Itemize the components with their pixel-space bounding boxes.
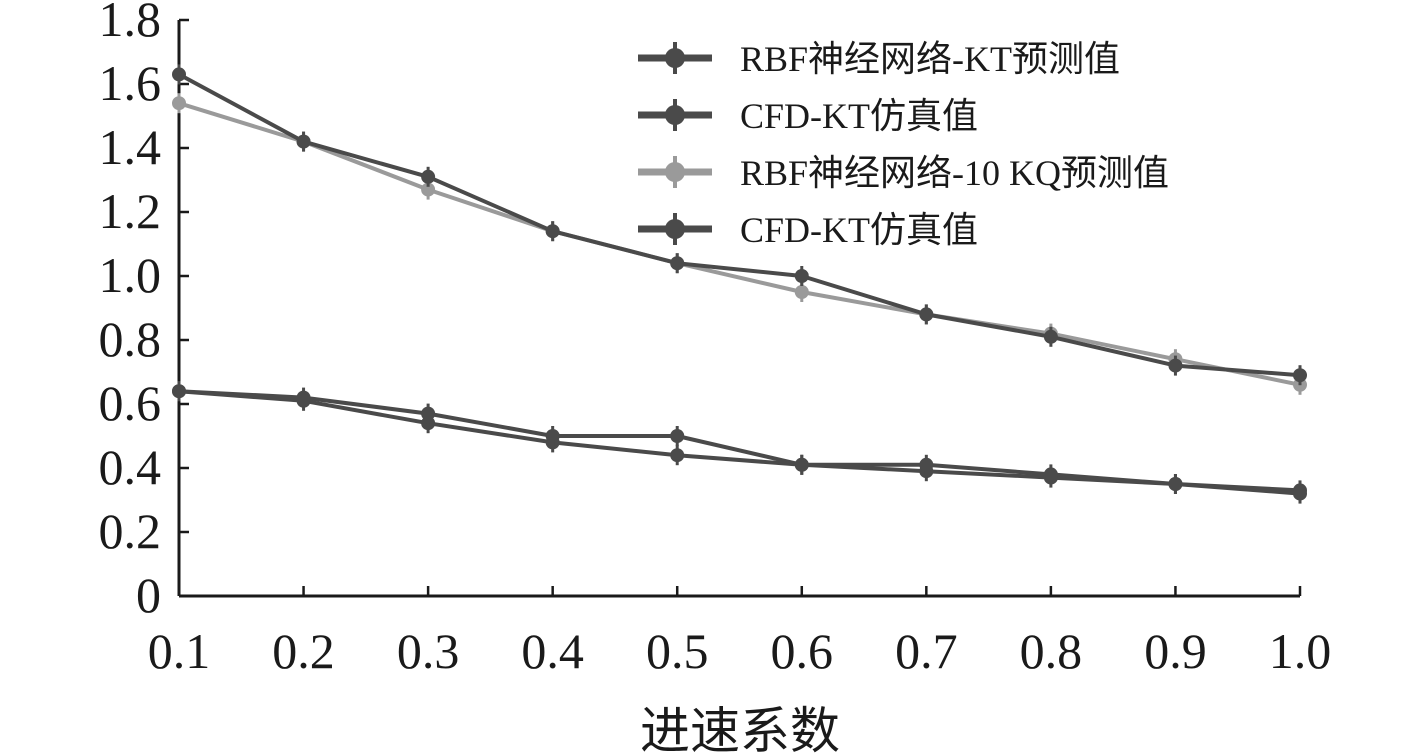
y-tick-label: 1.6 [99,55,162,111]
y-tick-label: 0.6 [99,375,162,431]
x-tick-label: 0.9 [1144,623,1207,679]
axes: 0 0.2 0.4 0.6 0.8 1.0 1.2 1.4 1.6 1.8 0.1 0.2 0.3 0.4… [99,0,1332,679]
x-tick-label: 0.2 [272,623,335,679]
legend-entry: RBF神经网络-KT预测值 [638,39,1120,79]
x-tick-label: 0.8 [1020,623,1083,679]
y-tick-label: 0.2 [99,503,162,559]
series-line [178,389,1301,496]
legend-entry: CFD-KT仿真值 [638,210,978,250]
legend-label: RBF神经网络-KT预测值 [740,39,1120,79]
x-axis-label: 进速系数 [640,702,840,756]
legend-entry: CFD-KT仿真值 [638,96,978,136]
series-line [178,72,1301,378]
x-tick-label: 0.4 [521,623,584,679]
x-tick-label: 0.1 [148,623,211,679]
legend-label: CFD-KT仿真值 [740,210,978,250]
x-tick-label: 0.3 [397,623,460,679]
y-tick-label: 1.8 [99,0,162,47]
legend: RBF神经网络-KT预测值 CFD-KT仿真值 RBF神经网络-10 KQ预测值 CF… [638,39,1169,250]
series-line [178,101,1301,387]
series-line [178,389,1301,493]
legend-label: CFD-KT仿真值 [740,96,978,136]
y-tick-label: 1.4 [99,119,162,175]
y-tick-label: 0.8 [99,311,162,367]
series-2 [172,381,1307,504]
legend-entry: RBF神经网络-10 KQ预测值 [638,153,1169,193]
series-layer [172,64,1307,504]
y-tick-label: 0 [136,567,161,623]
legend-label: RBF神经网络-10 KQ预测值 [740,153,1169,193]
y-tick-label: 1.2 [99,183,162,239]
x-tick-label: 0.7 [895,623,958,679]
y-tick-label: 1.0 [99,247,162,303]
x-tick-label: 0.5 [646,623,709,679]
x-tick-label: 0.6 [771,623,834,679]
y-tick-label: 0.4 [99,439,162,495]
series-4 [172,64,1307,386]
x-tick-label: 1.0 [1269,623,1332,679]
